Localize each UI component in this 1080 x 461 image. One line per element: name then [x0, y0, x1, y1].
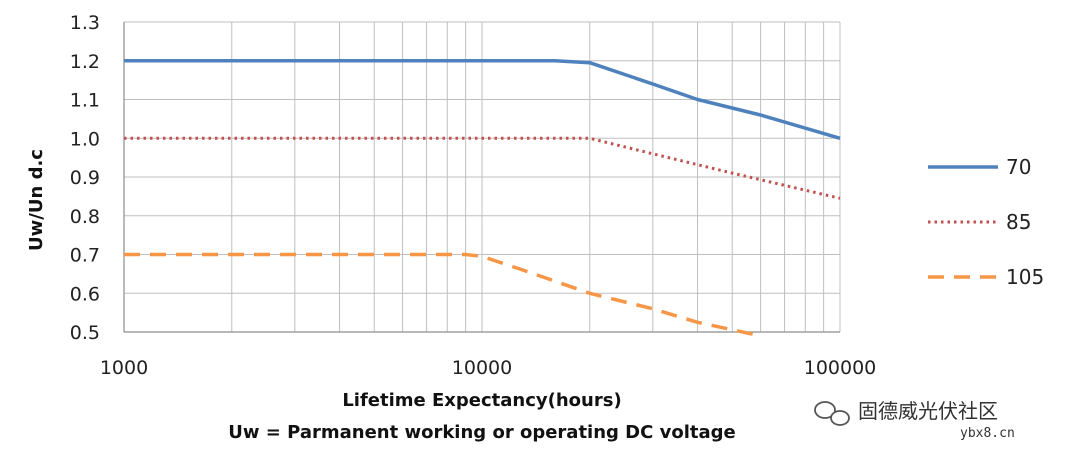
- legend-label-70: 70: [1006, 155, 1031, 179]
- legend: 70 85 105: [928, 155, 1044, 289]
- x-tick-label: 100000: [804, 357, 877, 379]
- y-axis-title: Uw/Un d.c: [26, 149, 47, 251]
- x-tick-label: 1000: [100, 357, 148, 379]
- legend-label-105: 105: [1006, 265, 1044, 289]
- legend-label-85: 85: [1006, 210, 1031, 234]
- y-tick-label: 1.3: [70, 12, 100, 34]
- grid: [123, 21, 841, 333]
- x-axis-title: Lifetime Expectancy(hours): [342, 390, 621, 411]
- chart-subtitle: Uw = Parmanent working or operating DC v…: [228, 422, 735, 443]
- y-tick-label: 1.0: [70, 128, 100, 150]
- series-line-105: [124, 252, 761, 338]
- y-tick-label: 1.2: [70, 51, 100, 73]
- y-tick-label: 0.8: [70, 206, 100, 228]
- watermark-text: 固德威光伏社区: [858, 399, 998, 423]
- watermark: 固德威光伏社区 ybx8.cn: [814, 399, 1015, 441]
- y-tick-label: 1.1: [70, 90, 100, 112]
- y-axis-ticks: 0.5 0.6 0.7 0.8 0.9 1.0 1.1 1.2 1.3: [70, 12, 100, 344]
- watermark-url: ybx8.cn: [960, 426, 1015, 441]
- y-tick-label: 0.9: [70, 167, 100, 189]
- y-tick-label: 0.5: [70, 322, 100, 344]
- x-axis-ticks: 1000 10000 100000: [100, 357, 876, 379]
- wechat-icon: [814, 401, 850, 426]
- y-tick-label: 0.6: [70, 283, 100, 305]
- series-lines: [124, 59, 841, 338]
- y-tick-label: 0.7: [70, 245, 100, 267]
- x-tick-label: 10000: [452, 357, 512, 379]
- series-line-70: [124, 59, 841, 140]
